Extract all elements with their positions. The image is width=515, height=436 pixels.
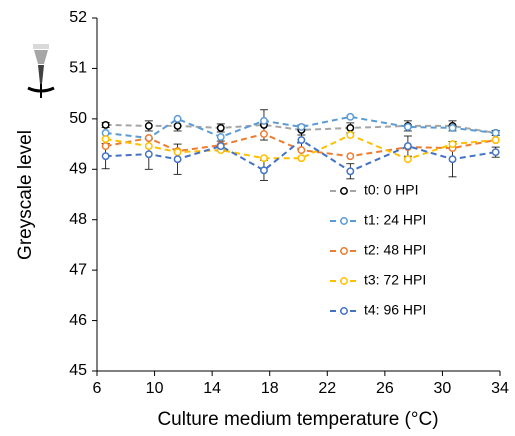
marker — [173, 148, 182, 157]
marker — [260, 116, 268, 125]
x-tick-label: 26 — [376, 380, 394, 397]
x-tick-label: 34 — [491, 380, 509, 397]
marker — [216, 142, 225, 151]
marker — [216, 133, 225, 141]
marker — [346, 167, 355, 176]
marker — [297, 122, 306, 131]
marker — [144, 150, 153, 159]
marker — [448, 123, 457, 132]
icon-part — [33, 44, 49, 49]
series-line — [105, 132, 496, 158]
marker — [346, 131, 355, 139]
marker — [101, 152, 110, 161]
legend-label: t1: 24 HPI — [364, 212, 426, 228]
marker — [491, 129, 500, 137]
marker — [346, 112, 355, 121]
marker — [491, 136, 500, 144]
legend-marker — [340, 187, 348, 195]
marker — [101, 142, 110, 151]
marker — [173, 114, 182, 123]
marker — [144, 142, 153, 151]
legend-marker — [340, 307, 348, 315]
marker — [173, 155, 182, 164]
marker — [403, 122, 412, 131]
x-tick-label: 18 — [261, 380, 279, 397]
icon-part — [34, 50, 48, 64]
marker — [260, 166, 268, 175]
marker — [297, 136, 306, 144]
legend-label: t3: 72 HPI — [364, 272, 426, 288]
marker — [216, 123, 225, 132]
marker — [346, 152, 355, 161]
legend-label: t4: 96 HPI — [364, 302, 426, 318]
series-line — [105, 115, 496, 140]
marker — [403, 142, 412, 151]
series-line — [105, 123, 496, 134]
marker — [491, 148, 500, 157]
marker — [101, 135, 110, 143]
x-axis-label: Culture medium temperature (°C) — [157, 409, 438, 430]
marker — [297, 146, 306, 155]
legend-label: t0: 0 HPI — [364, 182, 418, 198]
y-tick-label: 46 — [69, 312, 87, 329]
legend-marker — [340, 277, 348, 285]
icon-part — [38, 65, 44, 84]
y-tick-label: 47 — [69, 261, 87, 278]
y-tick-label: 50 — [69, 110, 87, 127]
y-tick-label: 51 — [69, 60, 87, 77]
y-tick-label: 52 — [69, 9, 87, 26]
marker — [101, 120, 110, 129]
x-tick-label: 6 — [93, 380, 102, 397]
marker — [346, 123, 355, 132]
marker — [448, 140, 457, 149]
x-tick-label: 30 — [434, 380, 452, 397]
y-tick-label: 48 — [69, 211, 87, 228]
marker — [448, 155, 457, 164]
x-tick-label: 22 — [318, 380, 336, 397]
legend-marker — [340, 247, 348, 255]
marker — [260, 154, 268, 163]
series-line — [105, 138, 496, 173]
marker — [173, 121, 182, 130]
y-axis-label: Greyscale level — [15, 130, 36, 260]
marker — [403, 155, 412, 164]
x-tick-label: 10 — [146, 380, 164, 397]
marker — [144, 121, 153, 130]
pipette-icon — [27, 44, 55, 98]
y-tick-label: 45 — [69, 362, 87, 379]
marker — [144, 134, 153, 142]
legend-marker — [340, 217, 348, 225]
y-tick-label: 49 — [69, 161, 87, 178]
x-tick-label: 14 — [203, 380, 221, 397]
marker — [297, 154, 306, 163]
legend-label: t2: 48 HPI — [364, 242, 426, 258]
marker — [260, 130, 268, 138]
